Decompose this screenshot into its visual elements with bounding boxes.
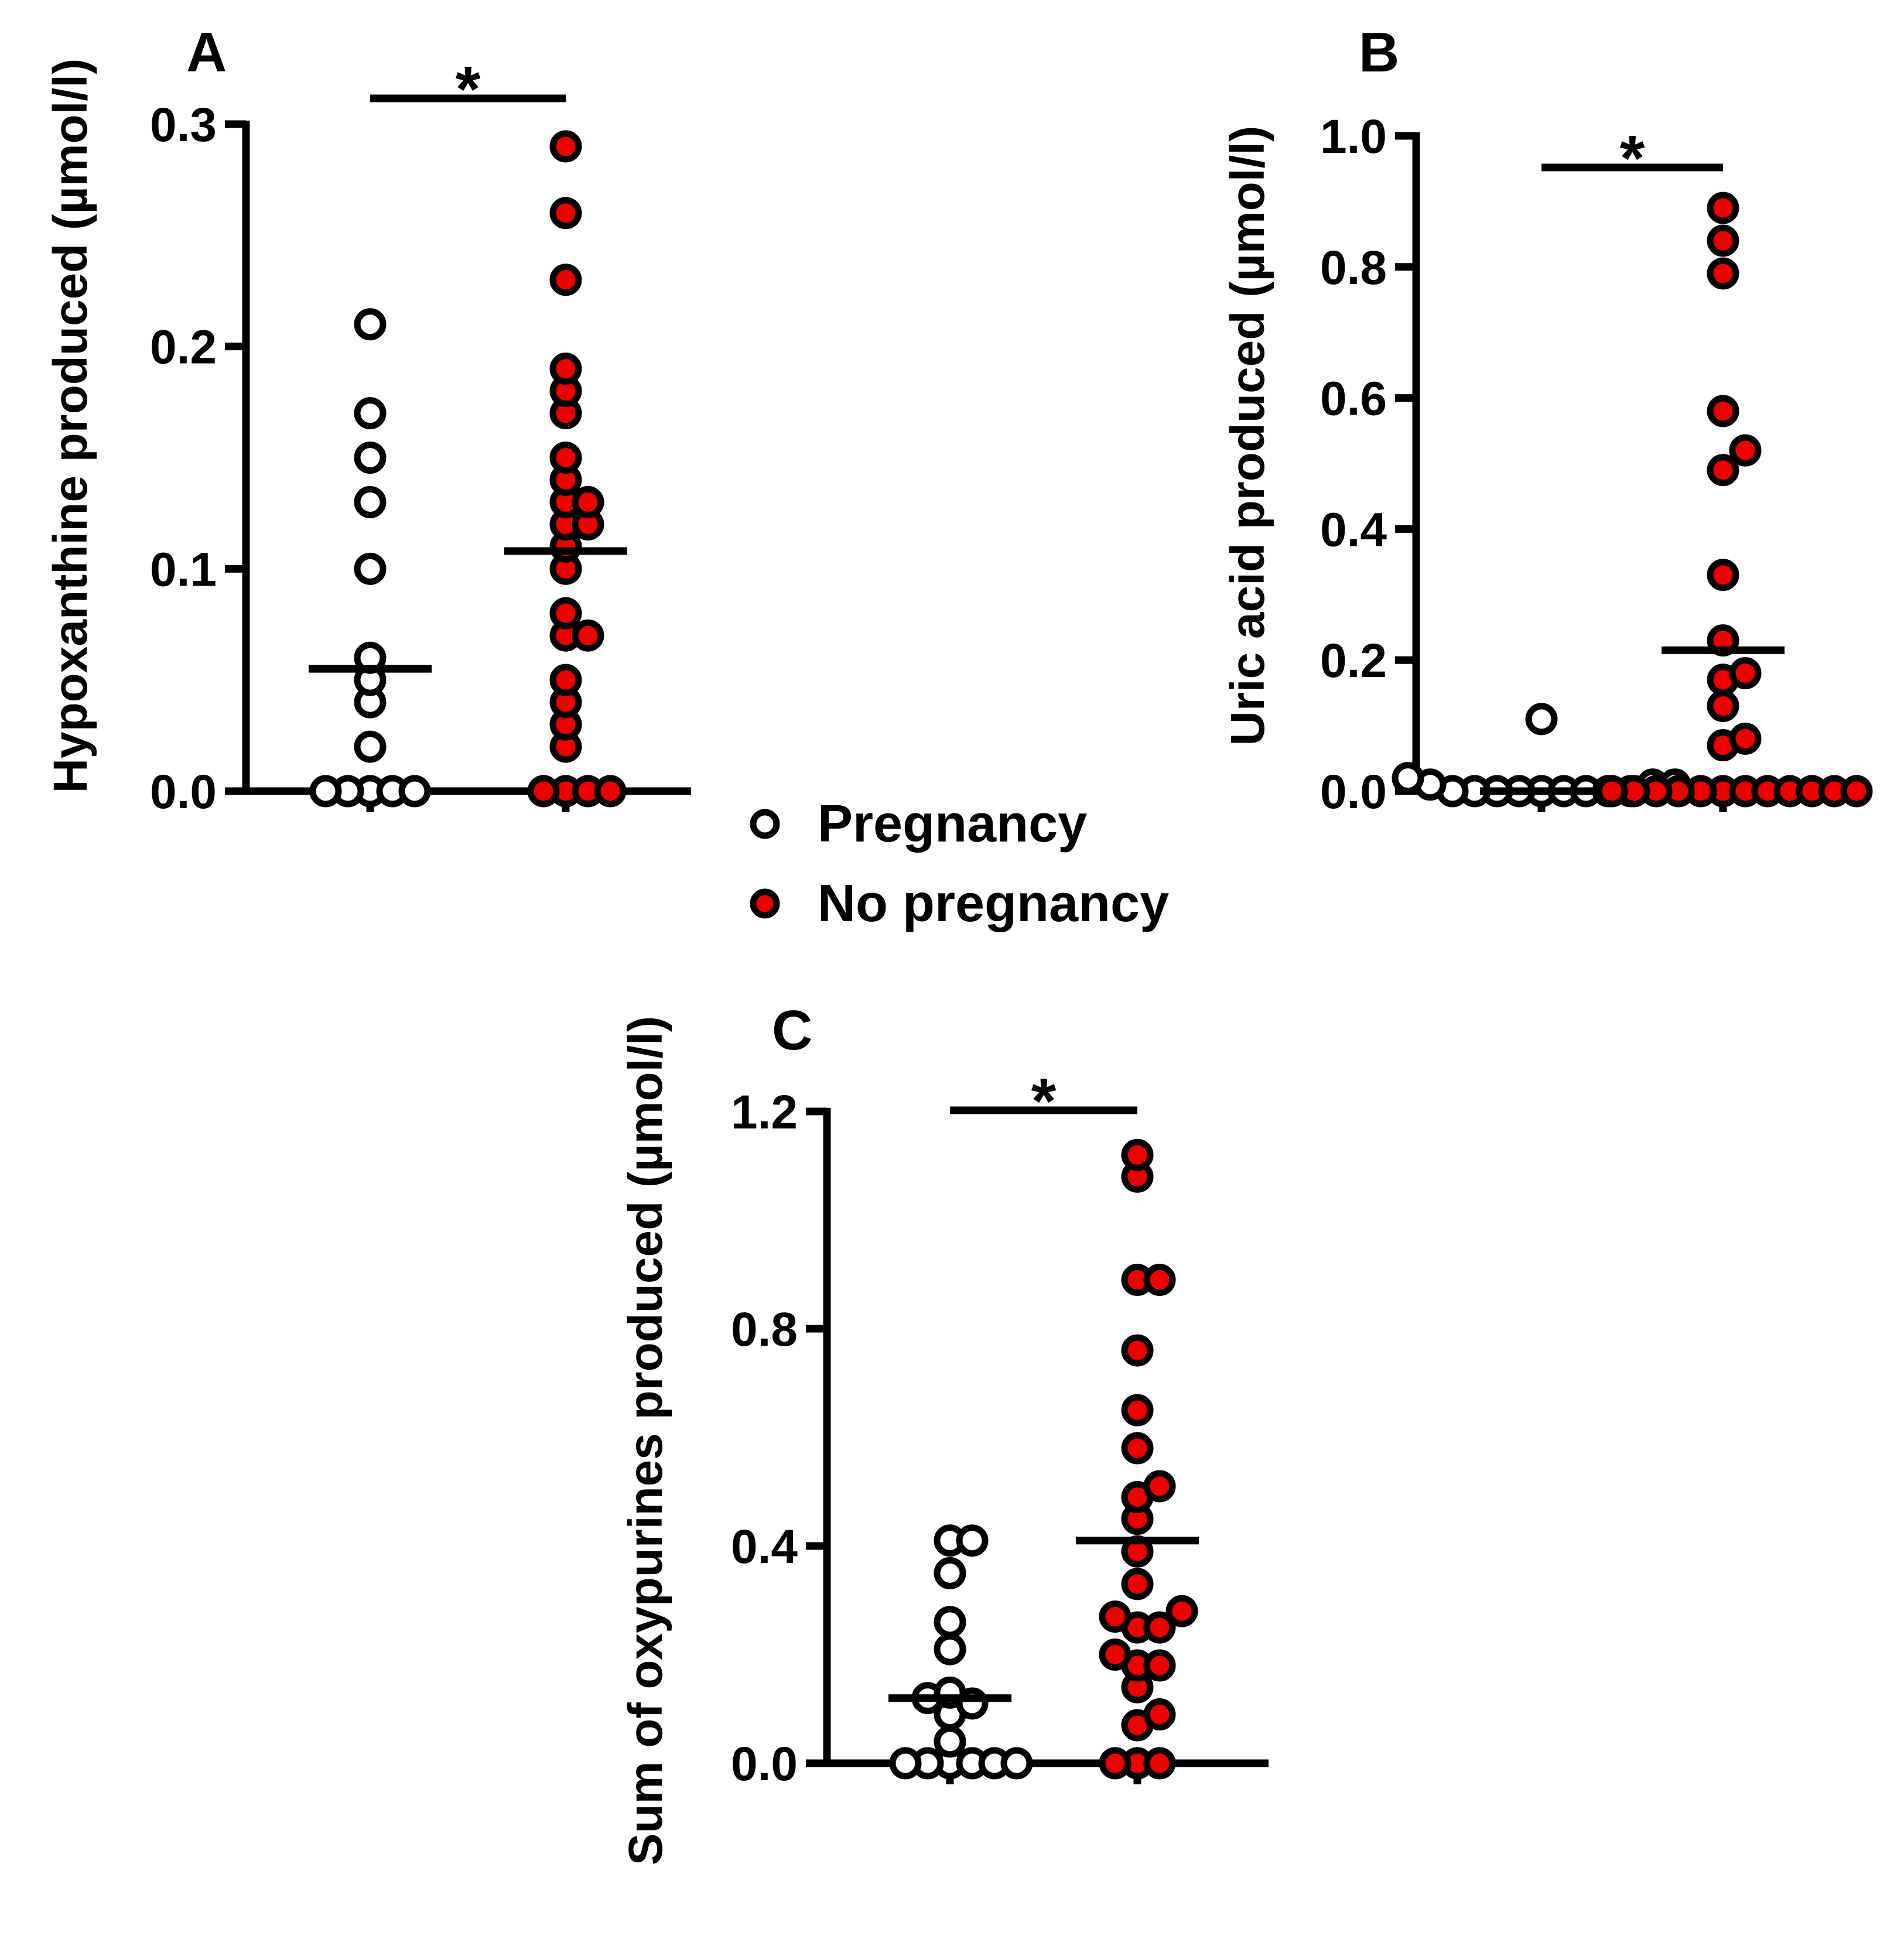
panel-a-no-pregnancy-point: [549, 597, 582, 630]
panel-a-pregnancy-point: [354, 485, 387, 518]
panel-b-y-tick-label: 0.4: [1320, 503, 1387, 556]
panel-a-y-tick-label: 0.1: [150, 543, 217, 596]
panel-b-letter: B: [1359, 21, 1399, 84]
panel-b-y-tick-label: 0.0: [1320, 765, 1387, 819]
panel-c-pregnancy-point: [934, 1633, 966, 1665]
panel-c-pregnancy-point: [934, 1557, 966, 1589]
panel-b-y-axis-label: Uric acid produced (µmol/l): [1221, 126, 1274, 746]
legend: Pregnancy No pregnancy: [750, 795, 1169, 933]
panel-b-pregnancy-point: [1525, 703, 1558, 736]
panel-c-y-axis-label: Sum of oxypurines produced (µmol/l): [619, 1016, 672, 1865]
panel-a-pregnancy-point: [309, 775, 342, 808]
panel-b: B Uric acid produced (µmol/l) 0.0 0.2 0.4 0…: [1221, 21, 1873, 819]
panel-b-y-tick-label: 0.8: [1320, 241, 1387, 295]
legend-no-pregnancy-label: No pregnancy: [818, 874, 1169, 933]
panel-c-no-pregnancy-point: [1121, 1432, 1154, 1465]
panel-c-no-pregnancy-point: [1099, 1639, 1132, 1671]
panel-b-no-pregnancy-point: [1729, 722, 1762, 755]
panel-c-no-pregnancy-point: [1143, 1698, 1176, 1731]
panel-c-no-pregnancy-point: [1143, 1470, 1176, 1503]
panel-a-no-pregnancy-point: [549, 264, 582, 296]
panel-a-pregnancy-point: [354, 730, 387, 763]
panel-a-y-tick-label: 0.2: [150, 321, 217, 374]
panel-c-no-pregnancy-point: [1121, 1138, 1154, 1171]
panel-b-no-pregnancy-point: [1707, 224, 1739, 257]
panel-c-pregnancy-point: [889, 1747, 922, 1780]
panel-a-y-tick-label: 0.3: [150, 98, 217, 152]
panel-b-no-pregnancy-point: [1707, 395, 1739, 427]
panel-c-pregnancy-point: [934, 1725, 966, 1758]
panel-a-letter: A: [186, 21, 227, 84]
panel-a: A Hypoxanthine produced (µmol/l) 0.0 0.1 0…: [44, 21, 691, 819]
panel-a-pregnancy-point: [354, 397, 387, 430]
panel-c-pregnancy-point: [956, 1524, 989, 1557]
panel-a-y-tick-label: 0.0: [150, 765, 217, 819]
panel-a-y-axis-label: Hypoxanthine produced (µmol/l): [44, 59, 97, 793]
panel-c-pregnancy-point: [934, 1606, 966, 1639]
panel-b-no-pregnancy-point: [1595, 775, 1628, 808]
panel-b-y-tick-label: 0.2: [1320, 634, 1387, 687]
panel-a-no-pregnancy-point: [549, 442, 582, 474]
panel-b-no-pregnancy-point: [1707, 454, 1739, 487]
panel-c-y-tick-label: 1.2: [731, 1086, 798, 1139]
panel-b-no-pregnancy-point: [1729, 657, 1762, 690]
panel-a-no-pregnancy-point: [549, 663, 582, 696]
panel-a-no-pregnancy-point: [572, 619, 604, 652]
panel-c: C Sum of oxypurines produced (µmol/l) 0.…: [619, 999, 1269, 1865]
panel-c-y-tick-label: 0.8: [731, 1303, 798, 1356]
panel-a-no-pregnancy-point: [594, 775, 627, 808]
panel-a-no-pregnancy-point: [549, 353, 582, 385]
panel-b-no-pregnancy-point: [1707, 690, 1739, 723]
legend-pregnancy-label: Pregnancy: [818, 795, 1087, 853]
panel-b-y-tick-label: 1.0: [1320, 110, 1387, 163]
panel-a-pregnancy-point: [354, 308, 387, 341]
legend-pregnancy-icon: [750, 809, 780, 839]
panel-c-no-pregnancy-point: [1121, 1568, 1154, 1600]
panel-b-no-pregnancy-point: [1729, 434, 1762, 467]
legend-no-pregnancy-icon: [750, 888, 780, 919]
panel-c-no-pregnancy-point: [1165, 1595, 1198, 1627]
panel-b-significance-star: *: [1620, 122, 1645, 194]
panel-b-no-pregnancy-point: [1840, 775, 1873, 808]
panel-a-pregnancy-point: [354, 552, 387, 585]
panel-a-no-pregnancy-point: [549, 130, 582, 163]
panel-b-no-pregnancy-point: [1707, 191, 1739, 224]
panel-c-no-pregnancy-point: [1143, 1264, 1176, 1297]
panel-b-pregnancy-point: [1392, 762, 1424, 795]
panel-c-no-pregnancy-point: [1143, 1649, 1176, 1682]
panel-a-pregnancy-point: [398, 775, 431, 808]
panel-b-no-pregnancy-point: [1707, 559, 1739, 591]
panel-c-y-tick-label: 0.0: [731, 1737, 798, 1791]
panel-a-no-pregnancy-point: [572, 485, 604, 518]
panel-a-pregnancy-point: [354, 442, 387, 474]
panel-c-no-pregnancy-point: [1121, 1394, 1154, 1427]
panel-a-significance-star: *: [456, 53, 481, 125]
panel-c-no-pregnancy-point: [1143, 1747, 1176, 1780]
panel-c-pregnancy-point: [1000, 1747, 1033, 1780]
panel-c-significance-star: *: [1031, 1065, 1057, 1137]
panel-b-no-pregnancy-point: [1707, 257, 1739, 290]
panel-c-letter: C: [772, 999, 812, 1062]
panel-c-no-pregnancy-point: [1099, 1747, 1132, 1780]
panel-a-no-pregnancy-point: [527, 775, 560, 808]
panel-b-y-tick-label: 0.6: [1320, 372, 1387, 426]
panel-c-no-pregnancy-point: [1121, 1334, 1154, 1367]
panel-c-y-tick-label: 0.4: [731, 1520, 798, 1574]
panel-a-no-pregnancy-point: [549, 197, 582, 230]
panel-c-no-pregnancy-point: [1099, 1600, 1132, 1633]
panel-c-no-pregnancy-point: [1143, 1611, 1176, 1644]
